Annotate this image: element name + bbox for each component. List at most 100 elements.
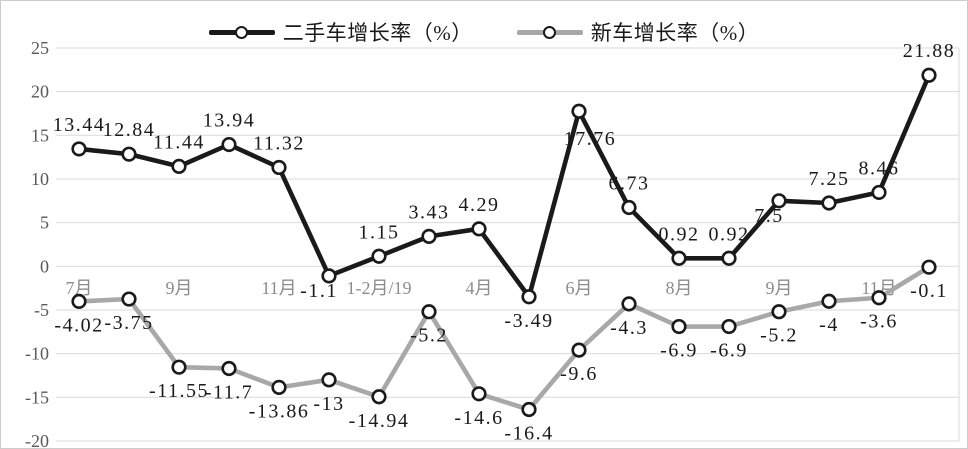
data-point-label: 0.92 xyxy=(659,223,700,245)
data-point-marker xyxy=(471,386,487,402)
data-point-marker xyxy=(271,159,287,176)
data-point-label: -11.7 xyxy=(205,381,253,403)
data-point-marker xyxy=(421,304,437,320)
data-point-marker xyxy=(671,318,687,335)
data-point-label: 13.94 xyxy=(203,110,256,132)
data-point-label: -14.6 xyxy=(454,407,503,429)
data-point-marker xyxy=(771,193,787,209)
data-point-marker xyxy=(321,268,337,284)
data-point-marker xyxy=(121,146,137,162)
data-point-label: 21.88 xyxy=(903,40,956,62)
data-point-label: -5.2 xyxy=(410,325,448,347)
series-line xyxy=(76,72,932,300)
data-point-marker xyxy=(221,136,237,153)
y-axis-tick-label: 0 xyxy=(40,256,49,276)
legend-label-used-car: 二手车增长率（%） xyxy=(282,21,473,45)
data-point-marker xyxy=(271,379,287,395)
y-axis-tick-label: 25 xyxy=(31,38,49,58)
data-point-marker xyxy=(721,318,737,335)
data-point-marker xyxy=(421,228,437,244)
data-point-marker xyxy=(71,141,87,157)
data-point-marker xyxy=(71,293,87,310)
data-point-label: -3.49 xyxy=(504,310,553,332)
data-point-label: 17.76 xyxy=(564,128,617,150)
y-axis-tick-label: -15 xyxy=(25,387,49,407)
x-axis-tick-label: 9月 xyxy=(766,278,793,298)
data-point-label: -4.3 xyxy=(610,317,648,339)
y-axis-tick-label: -10 xyxy=(25,344,49,364)
x-axis-tick-label: 8月 xyxy=(666,278,693,298)
data-point-marker xyxy=(571,103,587,119)
data-point-marker xyxy=(621,199,637,216)
data-point-marker xyxy=(621,296,637,312)
data-point-label: -4.02 xyxy=(54,314,103,336)
data-point-label: -5.2 xyxy=(760,325,798,347)
x-axis-tick-label: 7月 xyxy=(66,278,93,298)
data-point-marker xyxy=(121,291,137,307)
data-point-marker xyxy=(771,304,787,320)
y-axis-tick-label: 5 xyxy=(40,213,49,233)
data-point-marker xyxy=(171,158,187,174)
data-point-label: -0.1 xyxy=(910,280,948,302)
x-axis-tick-label: 9月 xyxy=(166,278,193,298)
data-point-label: 3.43 xyxy=(409,201,450,223)
data-point-label: -6.9 xyxy=(710,340,748,362)
legend: 二手车增长率（%） 新车增长率（%） xyxy=(1,17,967,47)
y-axis-tick-label: -5 xyxy=(34,300,49,320)
data-point-marker xyxy=(671,250,687,266)
data-point-marker xyxy=(871,184,887,201)
y-axis-tick-label: 20 xyxy=(31,82,49,102)
data-point-marker xyxy=(221,360,237,377)
data-point-marker xyxy=(521,401,537,418)
data-point-marker xyxy=(371,389,387,405)
y-axis-tick-label: -20 xyxy=(25,431,49,449)
data-point-label: -3.6 xyxy=(860,311,898,333)
data-point-label: -14.94 xyxy=(349,410,410,432)
data-point-marker xyxy=(471,221,487,237)
data-point-marker xyxy=(321,372,337,388)
data-point-label: 0.92 xyxy=(709,223,750,245)
data-point-marker xyxy=(821,293,837,309)
data-point-label: -6.9 xyxy=(660,340,698,362)
data-point-label: 11.32 xyxy=(253,132,305,154)
y-axis-tick-label: 15 xyxy=(31,125,49,145)
data-point-label: 6.73 xyxy=(609,173,650,195)
legend-circle-marker-icon xyxy=(542,25,556,39)
data-point-marker xyxy=(821,195,837,211)
data-point-label: 7.5 xyxy=(754,205,784,227)
data-point-label: -3.75 xyxy=(104,312,153,334)
data-point-label: 8.46 xyxy=(859,157,900,179)
data-point-label: 13.44 xyxy=(53,114,106,136)
x-axis-tick-label: 4月 xyxy=(466,278,493,298)
data-point-marker xyxy=(571,342,587,358)
y-axis-tick-label: 10 xyxy=(31,169,49,189)
x-axis-tick-label: 1-2月/19 xyxy=(347,278,412,298)
x-axis-tick-label: 11月 xyxy=(261,278,296,298)
data-point-label: 4.29 xyxy=(459,194,500,216)
data-point-label: 12.84 xyxy=(103,119,156,141)
data-point-marker xyxy=(921,67,937,83)
legend-label-new-car: 新车增长率（%） xyxy=(590,21,760,45)
data-point-label: -13.86 xyxy=(249,400,310,422)
x-axis-tick-label: 6月 xyxy=(566,278,593,298)
data-point-label: 11.44 xyxy=(153,131,205,153)
used-car-line-marker-icon xyxy=(208,17,275,47)
data-point-label: -16.4 xyxy=(504,423,553,445)
data-point-label: 1.15 xyxy=(359,221,400,243)
data-point-label: 7.25 xyxy=(809,168,850,190)
data-point-marker xyxy=(521,289,537,305)
data-point-marker xyxy=(721,250,737,266)
data-point-label: -9.6 xyxy=(560,363,598,385)
data-point-label: -13 xyxy=(313,393,344,415)
data-point-label: -11.55 xyxy=(149,380,209,402)
data-point-marker xyxy=(371,248,387,264)
legend-item-used-car-growth: 二手车增长率（%） xyxy=(208,17,473,47)
data-point-marker xyxy=(871,290,887,306)
series-line xyxy=(76,264,932,412)
new-car-line-marker-icon xyxy=(516,17,583,47)
legend-item-new-car-growth: 新车增长率（%） xyxy=(516,17,760,47)
data-point-marker xyxy=(921,259,937,275)
data-point-label: -4 xyxy=(819,314,839,336)
